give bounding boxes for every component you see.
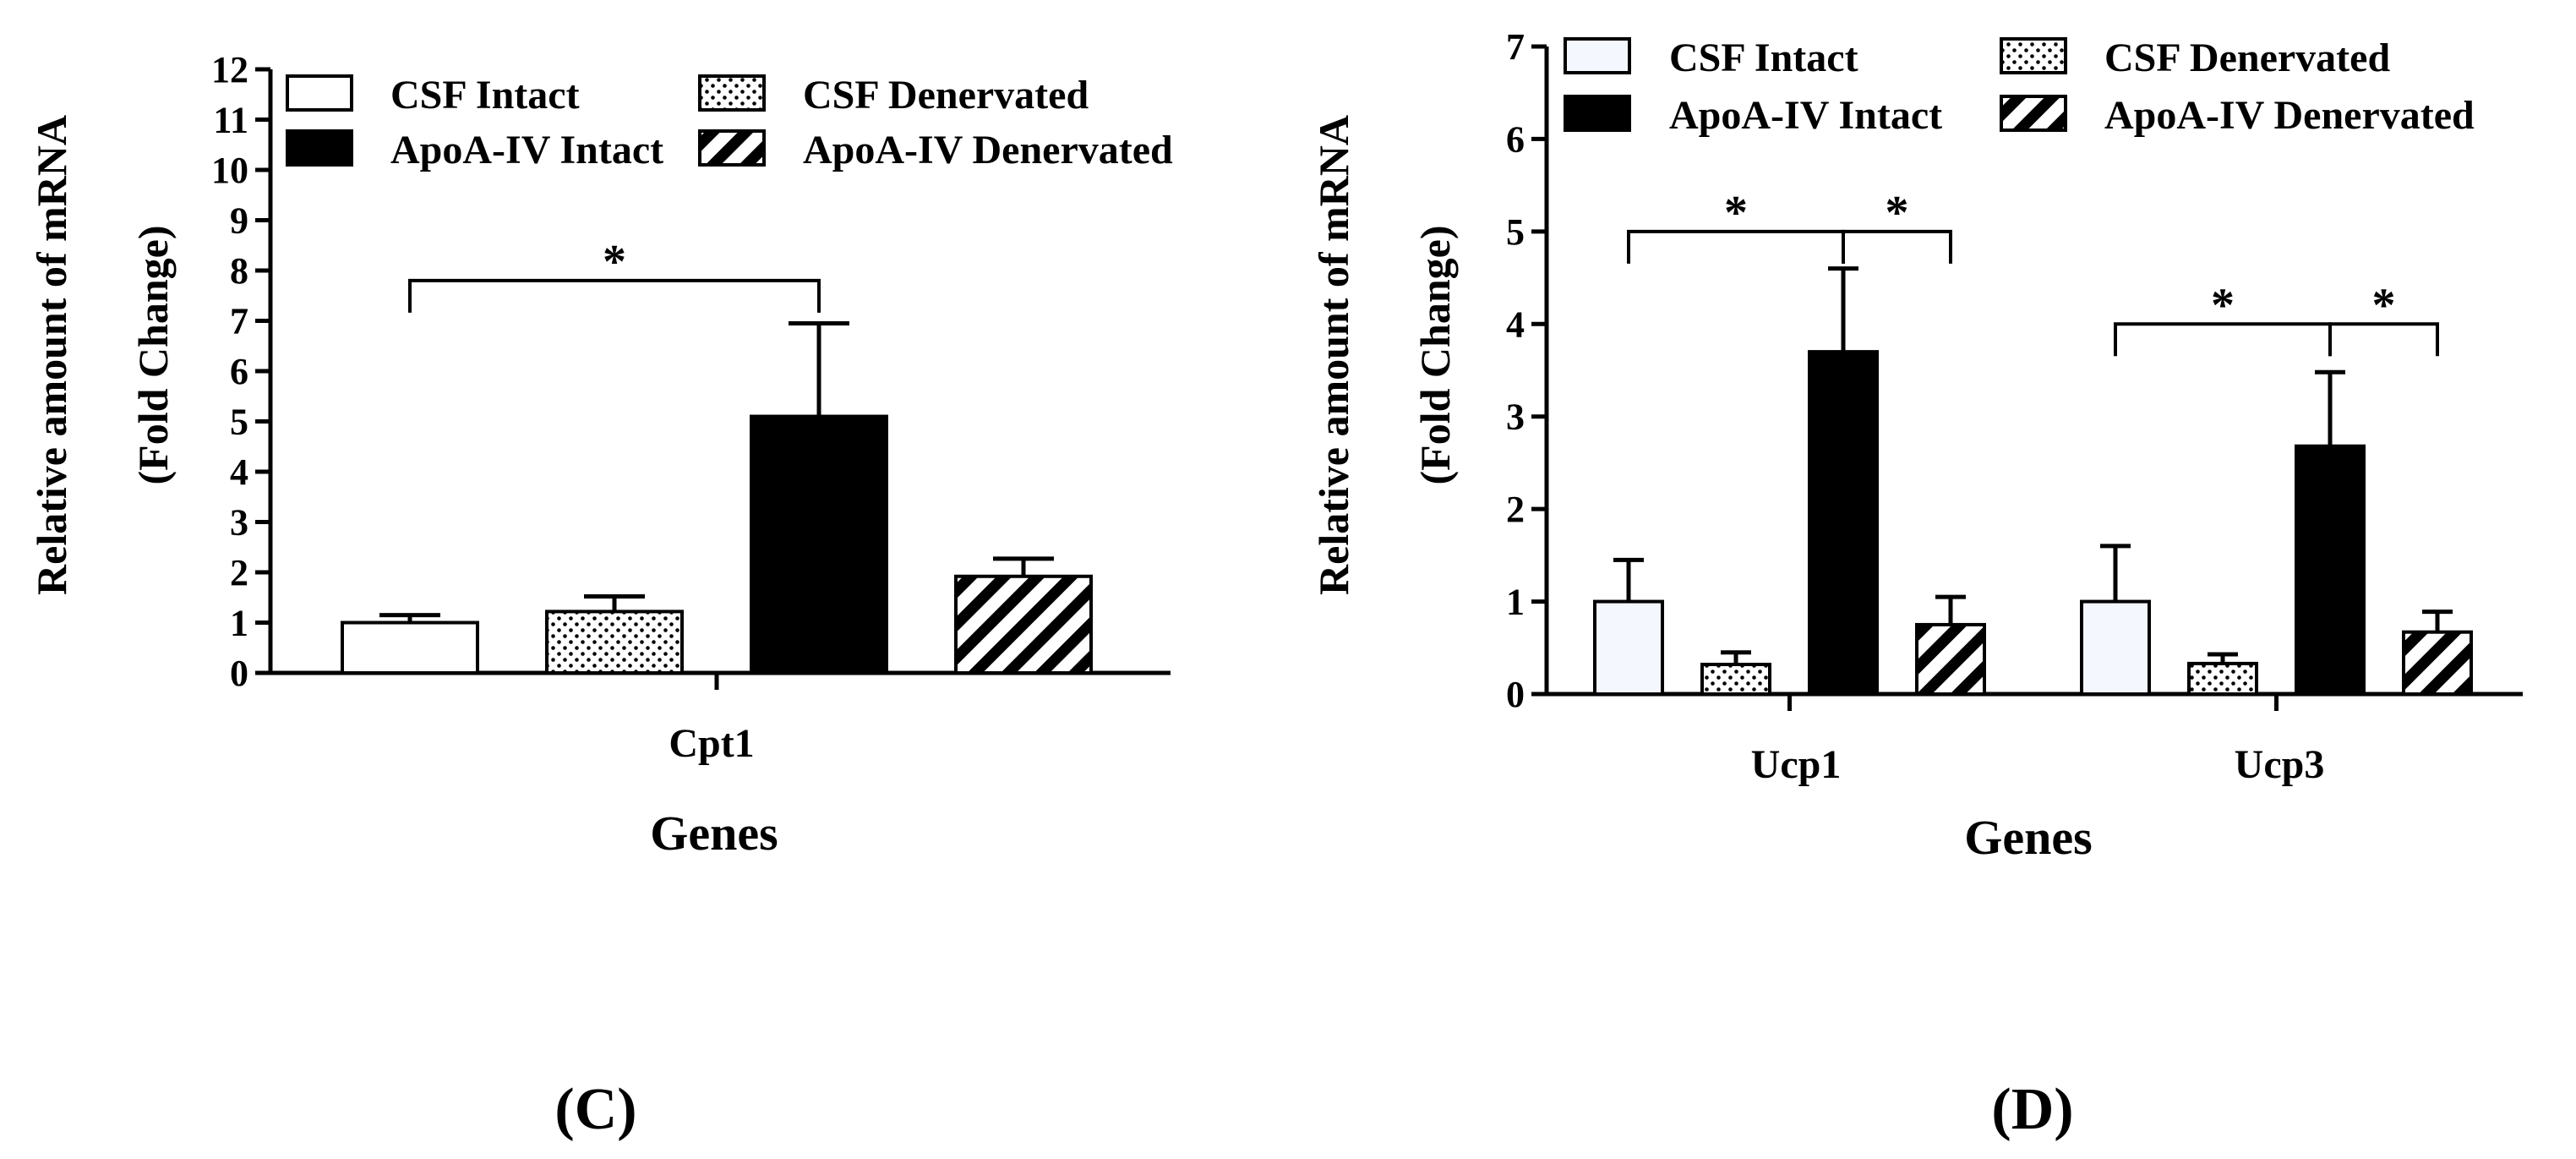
legend-swatch-apoa-denervated xyxy=(2000,95,2067,132)
panel-d-category-label-ucp3: Ucp3 xyxy=(2235,742,2325,787)
y-tick-label: 2 xyxy=(1506,489,1525,530)
panel-d-y-label-line2: (Fold Change) xyxy=(1411,226,1459,485)
y-tick-label: 5 xyxy=(230,402,248,443)
significance-bracket xyxy=(1842,229,1952,264)
bar-csf-intact-cpt1 xyxy=(341,621,479,675)
legend-label-csf-intact: CSF Intact xyxy=(1669,36,1858,80)
bar-apoa-iv-intact-ucp3 xyxy=(2295,444,2366,697)
significance-star: * xyxy=(603,236,626,288)
y-tick-label: 2 xyxy=(230,552,248,593)
panel-d-y-ticks: 0 1 2 3 4 5 6 7 xyxy=(1506,26,1547,715)
legend-swatch-csf-denervated xyxy=(2000,37,2067,74)
panel-c-y-label-line1: Relative amount of mRNA xyxy=(28,115,75,595)
y-tick-label: 11 xyxy=(213,100,248,141)
y-tick-label: 4 xyxy=(1506,303,1525,345)
bar-apoa-iv-denervated-cpt1 xyxy=(954,574,1093,675)
y-tick-label: 7 xyxy=(230,301,248,342)
legend-swatch-csf-intact xyxy=(1564,37,1631,74)
legend-label-csf-denervated: CSF Denervated xyxy=(803,73,1089,118)
y-tick-label: 8 xyxy=(230,250,248,292)
panel-d-y-label-line1: Relative amount of mRNA xyxy=(1310,115,1357,595)
panel-c-tag: (C) xyxy=(554,1077,636,1142)
bar-apoa-iv-intact-cpt1 xyxy=(750,414,888,675)
panel-d-significance: * * * * xyxy=(1627,187,2439,357)
bar-apoa-iv-intact-ucp1 xyxy=(1808,350,1879,696)
y-tick-label: 6 xyxy=(230,351,248,392)
legend-label-csf-denervated: CSF Denervated xyxy=(2104,36,2390,80)
legend-swatch-apoa-intact xyxy=(1564,95,1631,132)
y-tick-label: 1 xyxy=(1506,582,1525,623)
panel-d-legend: CSF Intact CSF Denervated ApoA-IV Intact… xyxy=(1564,36,2475,138)
legend-label-csf-intact: CSF Intact xyxy=(390,73,580,118)
panel-c-category-label: Cpt1 xyxy=(669,721,754,766)
y-tick-label: 12 xyxy=(211,49,248,90)
legend-swatch-csf-denervated xyxy=(698,74,766,112)
legend-swatch-csf-intact xyxy=(286,74,353,112)
bar-csf-intact-ucp1 xyxy=(1593,599,1664,696)
significance-bracket xyxy=(2328,322,2439,357)
y-tick-label: 3 xyxy=(230,502,248,544)
legend-label-apoa-intact: ApoA-IV Intact xyxy=(390,128,663,172)
bar-csf-denervated-ucp1 xyxy=(1700,662,1771,696)
significance-star: * xyxy=(2372,279,2396,331)
y-tick-label: 1 xyxy=(230,603,248,644)
legend-label-apoa-intact: ApoA-IV Intact xyxy=(1669,93,1942,138)
y-tick-label: 9 xyxy=(230,200,248,242)
y-tick-label: 0 xyxy=(1506,674,1525,715)
significance-star: * xyxy=(2211,279,2235,331)
panel-d-bars xyxy=(1593,266,2473,697)
bar-csf-denervated-cpt1 xyxy=(545,610,684,675)
panel-c-x-label: Genes xyxy=(650,806,778,861)
bar-apoa-iv-denervated-ucp1 xyxy=(1915,622,1986,697)
panel-d-tag: (D) xyxy=(1991,1077,2073,1142)
panel-d-chart: 0 1 2 3 4 5 6 7 * * * * Relative amount of mRNA (F… xyxy=(1310,26,2523,1142)
panel-c-significance: * xyxy=(408,236,821,313)
panel-d-axes xyxy=(1544,46,2523,711)
y-tick-label: 3 xyxy=(1506,396,1525,438)
y-tick-label: 6 xyxy=(1506,118,1525,160)
y-tick-label: 5 xyxy=(1506,211,1525,253)
legend-label-apoa-denervated: ApoA-IV Denervated xyxy=(803,128,1173,172)
legend-swatch-apoa-intact xyxy=(286,129,353,167)
panel-c-y-label-line2: (Fold Change) xyxy=(129,226,177,485)
significance-star: * xyxy=(1886,187,1909,239)
y-tick-label: 7 xyxy=(1506,26,1525,68)
bar-csf-intact-ucp3 xyxy=(2080,599,2151,696)
panel-d-x-label: Genes xyxy=(1964,810,2092,865)
panel-c-bars xyxy=(341,320,1093,675)
panel-c-legend: CSF Intact CSF Denervated ApoA-IV Intact… xyxy=(286,73,1173,172)
panel-d-category-label-ucp1: Ucp1 xyxy=(1751,742,1842,787)
y-tick-label: 4 xyxy=(230,451,248,493)
significance-star: * xyxy=(1724,187,1748,239)
significance-bracket xyxy=(408,278,821,313)
legend-label-apoa-denervated: ApoA-IV Denervated xyxy=(2104,93,2475,138)
bar-csf-denervated-ucp3 xyxy=(2187,661,2258,696)
y-tick-label: 10 xyxy=(211,150,248,191)
bar-apoa-iv-denervated-ucp3 xyxy=(2402,630,2473,697)
y-tick-label: 0 xyxy=(230,653,248,694)
legend-swatch-apoa-denervated xyxy=(698,129,766,167)
